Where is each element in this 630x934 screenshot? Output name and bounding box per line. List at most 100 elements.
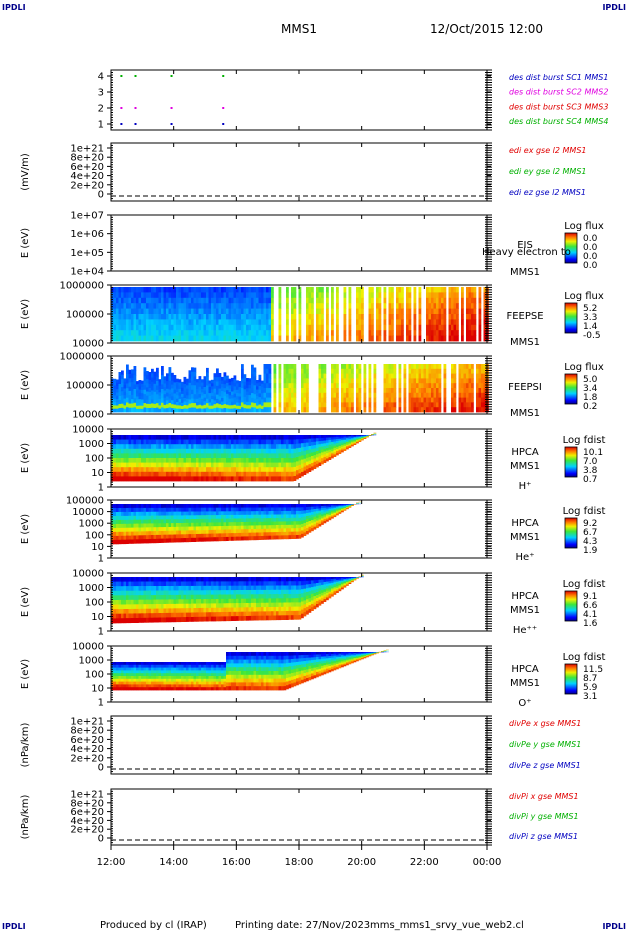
spectro-cell <box>156 511 159 516</box>
spectro-cell <box>238 330 242 336</box>
spectro-cell <box>481 407 484 413</box>
spectro-cell <box>113 402 117 406</box>
spectro-cell <box>156 439 159 445</box>
spectro-cell <box>273 448 277 454</box>
spectro-cell <box>138 439 142 445</box>
spectro-cell <box>228 303 232 309</box>
spectro-cell <box>268 319 272 326</box>
spectro-cell <box>336 451 339 454</box>
spectro-cell <box>413 368 417 374</box>
spectro-cell <box>111 398 114 403</box>
spectro-cell <box>266 292 269 299</box>
spectro-cell <box>283 407 287 413</box>
spectro-cell <box>153 403 157 409</box>
spectro-column <box>323 435 327 463</box>
spectro-cell <box>331 303 334 309</box>
spectro-cell <box>248 378 252 382</box>
spectro-cell <box>341 436 344 439</box>
spectro-cell <box>111 471 114 477</box>
spectro-cell <box>438 397 442 403</box>
spectro-cell <box>133 515 137 521</box>
spectro-cell <box>193 439 197 445</box>
spectro-cell <box>358 438 362 440</box>
burst-mark <box>134 123 137 125</box>
spectro-cell <box>361 308 364 315</box>
spectro-cell <box>211 319 214 326</box>
spectro-column <box>401 287 404 342</box>
spectro-cell <box>216 335 219 342</box>
spectro-cell <box>226 319 229 326</box>
spectro-cell <box>116 453 119 459</box>
spectro-column <box>286 435 289 482</box>
spectro-column <box>306 435 309 474</box>
spectro-cell <box>348 335 352 342</box>
spectro-cell <box>286 471 289 477</box>
spectro-cell <box>288 368 292 374</box>
spectro-column <box>208 380 212 413</box>
spectro-cell <box>168 538 172 543</box>
spectro-cell <box>286 383 289 389</box>
spectro-column <box>288 364 292 413</box>
spectro-cell <box>193 385 197 391</box>
spectro-cell <box>258 389 262 394</box>
spectro-cell <box>131 373 134 379</box>
spectro-cell <box>431 335 434 342</box>
spectro-cell <box>346 443 349 446</box>
spectro-cell <box>178 292 182 299</box>
spectro-cell <box>201 287 204 293</box>
spectro-cell <box>223 392 227 397</box>
spectro-cell <box>181 538 184 543</box>
spectro-cell <box>146 335 149 342</box>
y-tick-label: 10000 <box>72 410 104 421</box>
spectro-cell <box>161 330 164 336</box>
spectro-cell <box>428 368 432 374</box>
spectro-cell <box>236 439 239 445</box>
spectro-cell <box>196 379 199 383</box>
spectro-cell <box>131 292 134 299</box>
spectro-cell <box>326 440 329 444</box>
spectro-cell <box>141 527 144 532</box>
spectro-cell <box>383 364 387 370</box>
spectro-column <box>206 435 209 482</box>
spectro-cell <box>466 388 469 394</box>
spectro-cell <box>206 439 209 445</box>
spectro-cell <box>161 458 164 463</box>
spectro-cell <box>173 511 177 516</box>
spectro-cell <box>128 407 132 413</box>
spectro-cell <box>263 287 267 293</box>
spectro-cell <box>121 467 124 473</box>
spectro-cell <box>291 444 294 450</box>
spectro-cell <box>243 287 247 293</box>
spectro-cell <box>153 439 157 445</box>
spectro-cell <box>308 435 312 440</box>
spectro-cell <box>206 381 209 386</box>
spectro-cell <box>218 376 222 382</box>
spectro-cell <box>168 511 172 516</box>
spectro-cell <box>471 287 474 293</box>
spectro-cell <box>188 395 192 400</box>
spectro-cell <box>256 458 259 463</box>
spectro-cell <box>133 527 137 532</box>
colorbar <box>564 302 578 334</box>
spectro-cell <box>273 435 277 440</box>
spectro-cell <box>271 467 274 473</box>
spectro-cell <box>343 330 347 336</box>
spectro-column <box>326 435 329 462</box>
spectro-cell <box>226 292 229 299</box>
spectro-cell <box>398 303 402 309</box>
spectro-cell <box>173 386 177 391</box>
spectro-cell <box>148 476 152 482</box>
spectro-cell <box>161 389 164 394</box>
spectro-cell <box>216 448 219 454</box>
spectro-cell <box>126 297 129 304</box>
spectro-column <box>396 287 399 342</box>
spectro-cell <box>163 404 167 409</box>
spectro-cell <box>281 458 284 463</box>
spectro-cell <box>151 377 154 383</box>
spectro-cell <box>251 369 254 375</box>
spectro-cell <box>186 398 189 403</box>
spectro-cell <box>246 435 249 440</box>
spectro-cell <box>116 504 119 509</box>
